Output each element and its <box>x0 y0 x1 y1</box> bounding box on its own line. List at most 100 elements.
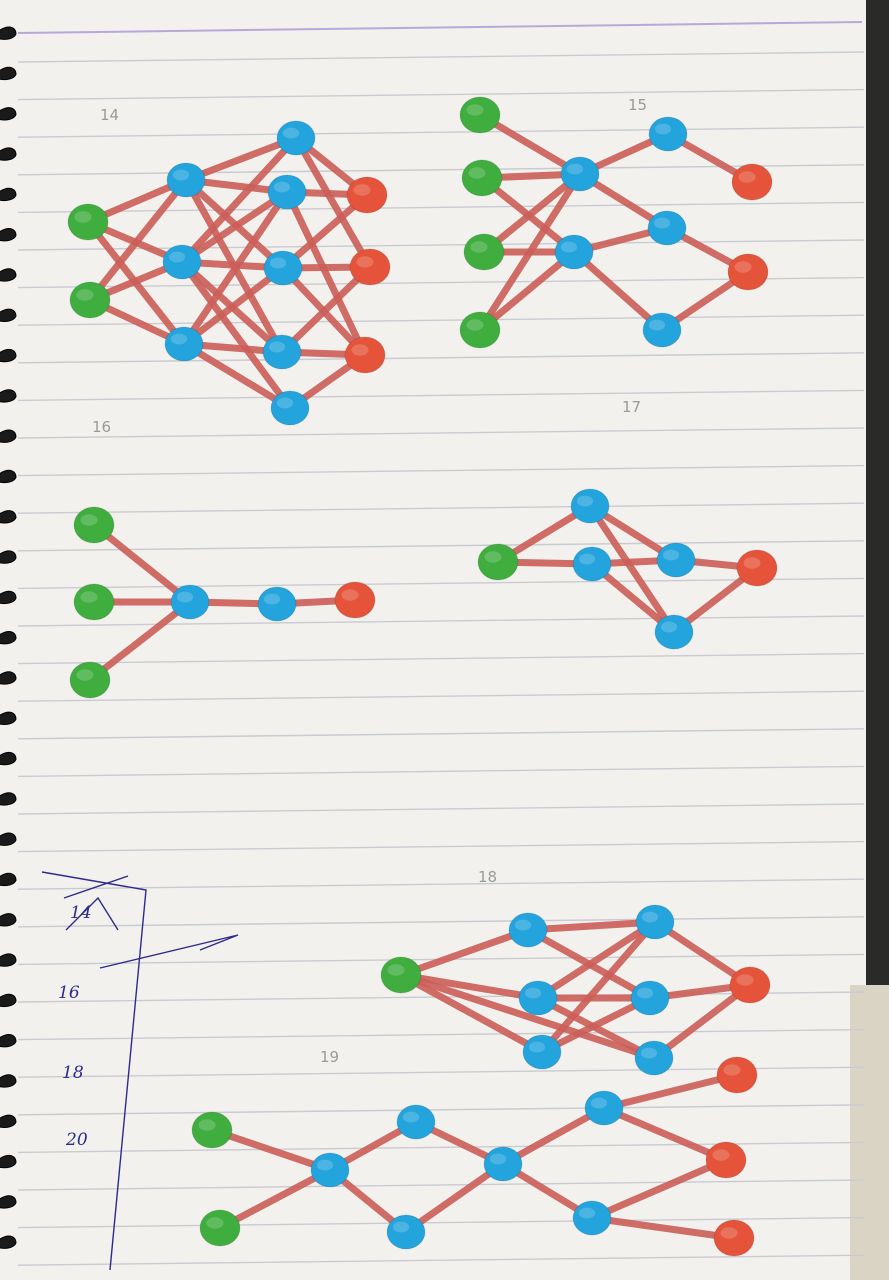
ruled-line <box>17 1104 865 1116</box>
edge-a2-b1 <box>534 918 659 1002</box>
hidden-node-highlight <box>172 169 190 181</box>
hidden-node-highlight <box>636 987 654 999</box>
hidden-node-highlight <box>662 549 680 561</box>
hidden-node-highlight <box>648 319 666 331</box>
input-node-highlight <box>76 669 94 681</box>
hidden-node-highlight <box>524 987 542 999</box>
ruled-line <box>17 916 865 928</box>
margin-notes: 14 16 18 20 <box>41 871 239 1271</box>
spiral-ring <box>0 913 17 927</box>
margin-note-4: 20 <box>65 1130 88 1150</box>
ruled-line <box>17 577 865 590</box>
spiral-binding <box>0 26 17 1249</box>
hidden-node <box>166 162 206 198</box>
spiral-ring <box>0 872 17 887</box>
input-node <box>463 233 505 271</box>
spiral-ring <box>0 429 17 443</box>
edge-a3-b2 <box>180 188 291 348</box>
input-node-highlight <box>198 1119 216 1131</box>
hidden-node-highlight <box>176 591 194 603</box>
edge-b2-c <box>402 1160 507 1236</box>
output-node-highlight <box>341 589 359 601</box>
hidden-node <box>648 116 688 152</box>
edge-a2-b5 <box>178 258 294 412</box>
hidden-node-highlight <box>316 1159 334 1171</box>
hidden-node <box>572 1200 612 1236</box>
spiral-ring <box>0 1154 17 1169</box>
hidden-node-highlight <box>560 241 578 253</box>
output-node-highlight <box>353 184 371 196</box>
spiral-ring <box>0 832 17 846</box>
input-node <box>380 956 422 994</box>
input-node <box>69 281 111 319</box>
hidden-node-highlight <box>590 1097 608 1109</box>
hidden-node <box>554 234 594 270</box>
network-diagram-19: 19 <box>191 1048 758 1257</box>
output-node <box>344 336 386 374</box>
hidden-node-highlight <box>268 341 286 353</box>
edge-i1-h1 <box>90 521 194 606</box>
input-node-highlight <box>466 104 484 116</box>
hidden-node-highlight <box>263 593 281 605</box>
input-node <box>461 159 503 197</box>
hidden-node <box>164 326 204 362</box>
ruled-line <box>17 276 865 289</box>
edge-d1-o1 <box>600 1071 741 1112</box>
edge-a2-b3 <box>570 248 666 334</box>
spiral-ring <box>0 993 17 1008</box>
hidden-node <box>270 390 310 426</box>
hidden-node <box>560 156 600 192</box>
spiral-ring <box>0 953 17 967</box>
input-node-highlight <box>206 1217 224 1229</box>
spiral-ring <box>0 1114 17 1128</box>
edge-d2-o2 <box>588 1156 730 1222</box>
spiral-ring <box>0 510 17 524</box>
edge-i4-a2 <box>476 248 578 334</box>
ruled-line <box>17 314 865 326</box>
hidden-node-highlight <box>269 257 287 269</box>
hidden-node-highlight <box>170 333 188 345</box>
ruled-line <box>17 352 865 364</box>
edge-i1-a3 <box>397 971 546 1056</box>
hidden-node <box>572 546 612 582</box>
edge-b4-o2 <box>278 263 374 356</box>
spiral-ring <box>0 348 17 363</box>
hidden-node-highlight <box>392 1221 410 1233</box>
hidden-node-highlight <box>566 163 584 175</box>
edge-a1-b1 <box>524 918 659 934</box>
input-node-highlight <box>80 591 98 603</box>
spiral-ring <box>0 751 17 766</box>
output-node-highlight <box>736 974 754 986</box>
edge-i2-a1 <box>86 176 190 304</box>
edge-i1-b3 <box>397 971 658 1062</box>
network-diagram-17: 17 <box>477 398 778 650</box>
hidden-node-highlight <box>641 911 659 923</box>
hidden-node-highlight <box>578 553 596 565</box>
hidden-node <box>570 488 610 524</box>
output-node <box>713 1219 755 1257</box>
ruled-line <box>17 1179 865 1191</box>
output-node <box>346 176 388 214</box>
output-node-highlight <box>738 171 756 183</box>
edge-i3-a1 <box>480 170 584 256</box>
spiral-ring <box>0 26 17 40</box>
edge-a3-b3 <box>180 264 287 348</box>
margin-scribble <box>63 875 239 969</box>
network-diagram-15: 15 <box>459 96 773 349</box>
edge-a2-b2 <box>178 188 291 266</box>
hidden-node <box>630 980 670 1016</box>
spiral-ring <box>0 1034 17 1048</box>
edge-a3-b2 <box>538 994 654 1056</box>
hidden-node-highlight <box>654 123 672 135</box>
ruled-line <box>17 389 865 402</box>
diagram-label: 18 <box>478 868 497 886</box>
margin-note-3: 18 <box>62 1063 84 1083</box>
hidden-node <box>396 1104 436 1140</box>
output-node-highlight <box>743 557 761 569</box>
input-node-highlight <box>466 319 484 331</box>
hidden-node <box>257 586 297 622</box>
spiral-ring <box>0 469 17 484</box>
edge-d1-o2 <box>600 1104 730 1164</box>
diagram-label: 16 <box>92 418 111 436</box>
hidden-node <box>654 614 694 650</box>
